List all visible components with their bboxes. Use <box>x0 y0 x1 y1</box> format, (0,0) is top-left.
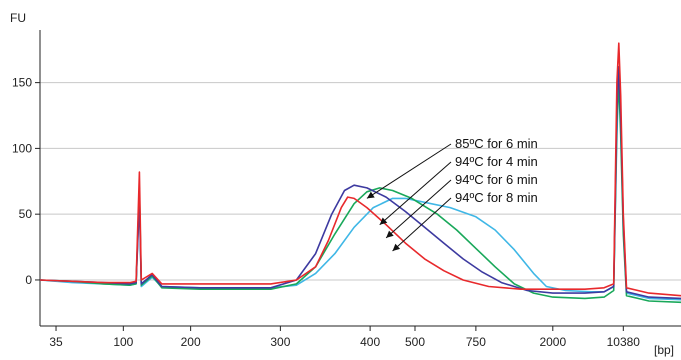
gridlines <box>40 82 681 281</box>
annotation-label-2: 94ºC for 4 min <box>455 154 538 169</box>
x-tick-label: 2000 <box>539 335 566 349</box>
x-tick-label: 100 <box>113 335 133 349</box>
series-lines <box>39 42 681 304</box>
annotation-label-4: 94ºC for 8 min <box>455 190 538 205</box>
annotation-arrow-1 <box>366 143 452 199</box>
annotation-label-3: 94ºC for 6 min <box>455 172 538 187</box>
annotation-arrow-3 <box>385 179 452 239</box>
x-tick-label: 35 <box>49 335 63 349</box>
annotation-label-1: 85ºC for 6 min <box>455 136 538 151</box>
x-tick-label: 400 <box>360 335 380 349</box>
axes: 0 50 100 150 35 100 200 300 400 500 750 2000 10380 <box>12 30 681 349</box>
annotation-arrowhead-1 <box>366 191 375 199</box>
annotation-arrowhead-2 <box>379 217 388 225</box>
annotation-arrowhead-4 <box>392 243 401 252</box>
x-tick-label: 200 <box>181 335 201 349</box>
annotation-arrow-4 <box>392 197 452 252</box>
y-axis-unit-label: FU <box>10 11 26 25</box>
y-tick-label: 150 <box>12 76 32 90</box>
x-axis-unit-label: [bp] <box>654 343 674 357</box>
annotation-arrowhead-3 <box>386 230 394 238</box>
x-tick-label: 750 <box>466 335 486 349</box>
x-tick-label: 10380 <box>607 335 641 349</box>
annotations: 85ºC for 6 min 94ºC for 4 min 94ºC for 6 m… <box>366 136 538 252</box>
x-tick-label: 300 <box>270 335 290 349</box>
annotation-arrow-2 <box>379 161 452 226</box>
y-tick-label: 100 <box>12 141 32 155</box>
x-tick-label: 500 <box>405 335 425 349</box>
y-tick-label: 50 <box>19 207 33 221</box>
y-tick-label: 0 <box>25 273 32 287</box>
series-line-4 <box>39 42 681 297</box>
